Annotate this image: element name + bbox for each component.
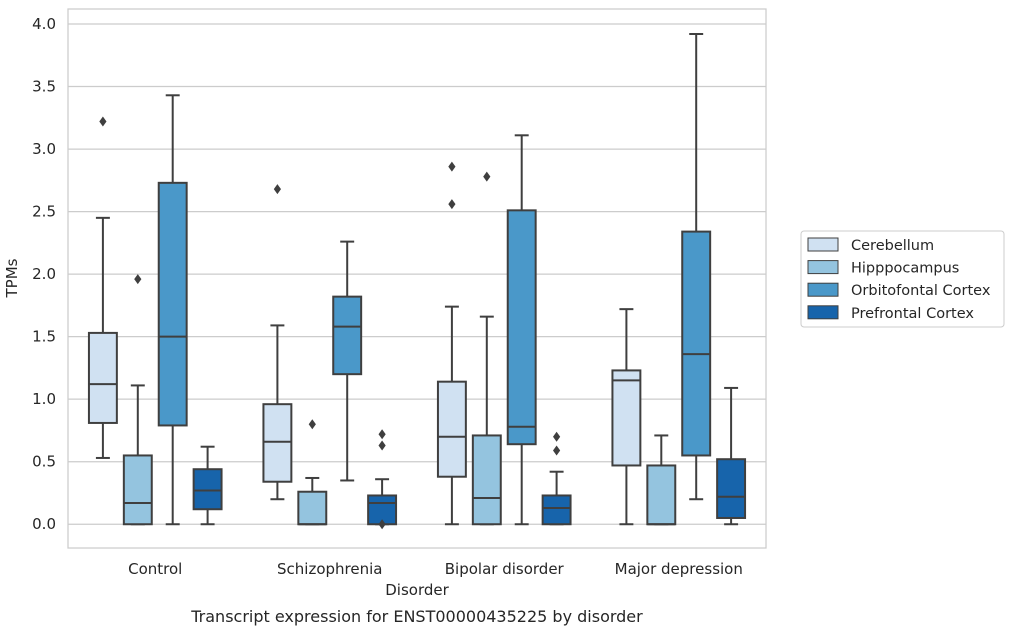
y-tick-label: 1.5 [32,328,56,346]
iqr-box [506,209,537,446]
box-2-3 [541,431,572,526]
box-1-0 [262,184,293,501]
box-0-1 [122,274,153,526]
box-0-2 [157,94,188,526]
outlier-point [553,445,561,456]
x-axis-label: Disorder [385,581,449,599]
legend-label: Orbitofontal Cortex [851,283,991,299]
outlier-point [378,429,386,440]
x-axis-ticks: Control Schizophrenia Bipolar disorder Majo… [128,560,743,578]
iqr-box [192,468,223,511]
iqr-box [332,295,363,376]
iqr-box [611,369,642,467]
box-3-2 [681,33,712,501]
iqr-box [157,181,188,427]
outlier-point [448,199,456,210]
legend: Cerebellum Hipppocampus Orbitofontal Corte… [800,230,1005,328]
y-tick-label: 2.0 [32,265,56,283]
box-3-0 [611,308,642,526]
iqr-box [87,331,118,424]
box-1-2 [332,240,363,482]
outlier-point [378,519,386,530]
legend-label: Hipppocampus [851,261,959,277]
x-tick-label: Bipolar disorder [445,560,565,578]
iqr-box [471,434,502,526]
outlier-point [134,274,142,285]
iqr-box [436,380,467,478]
iqr-box [646,464,677,526]
box-3-1 [646,434,677,526]
x-tick-label: Control [128,560,182,578]
iqr-box [716,458,747,519]
box-groups [87,33,747,530]
box-3-3 [716,386,747,526]
y-tick-label: 3.0 [32,140,56,158]
box-2-0 [436,161,467,526]
chart-title: Transcript expression for ENST0000043522… [190,607,643,626]
y-tick-label: 2.5 [32,203,56,221]
outlier-point [448,161,456,172]
iqr-box [297,490,328,526]
y-tick-label: 4.0 [32,15,56,33]
outlier-point [483,171,491,182]
box-1-3 [367,429,398,530]
legend-swatch [807,282,839,297]
iqr-box [122,454,153,526]
legend-swatch [807,305,839,320]
outlier-point [378,440,386,451]
y-tick-label: 0.0 [32,515,56,533]
legend-swatch [807,260,839,275]
y-tick-label: 1.0 [32,390,56,408]
x-tick-label: Major depression [615,560,743,578]
box-1-1 [297,419,328,526]
iqr-box [262,403,293,483]
box-2-2 [506,134,537,526]
outlier-point [308,419,316,430]
y-axis-ticks: 0.0 0.5 1.0 1.5 2.0 2.5 3.0 3.5 4.0 [32,15,56,533]
box-0-3 [192,445,223,526]
outlier-point [273,184,281,195]
box-2-1 [471,171,502,526]
y-tick-label: 0.5 [32,453,56,471]
outlier-point [553,431,561,442]
legend-frame [800,230,1005,328]
legend-swatch [807,237,839,252]
y-tick-label: 3.5 [32,78,56,96]
iqr-box [681,230,712,457]
y-axis-label: TPMs [3,258,21,298]
legend-label: Prefrontal Cortex [851,306,974,322]
legend-label: Cerebellum [851,238,934,254]
iqr-box [541,494,572,526]
box-0-0 [87,116,118,459]
outlier-point [99,116,107,127]
x-tick-label: Schizophrenia [277,560,382,578]
